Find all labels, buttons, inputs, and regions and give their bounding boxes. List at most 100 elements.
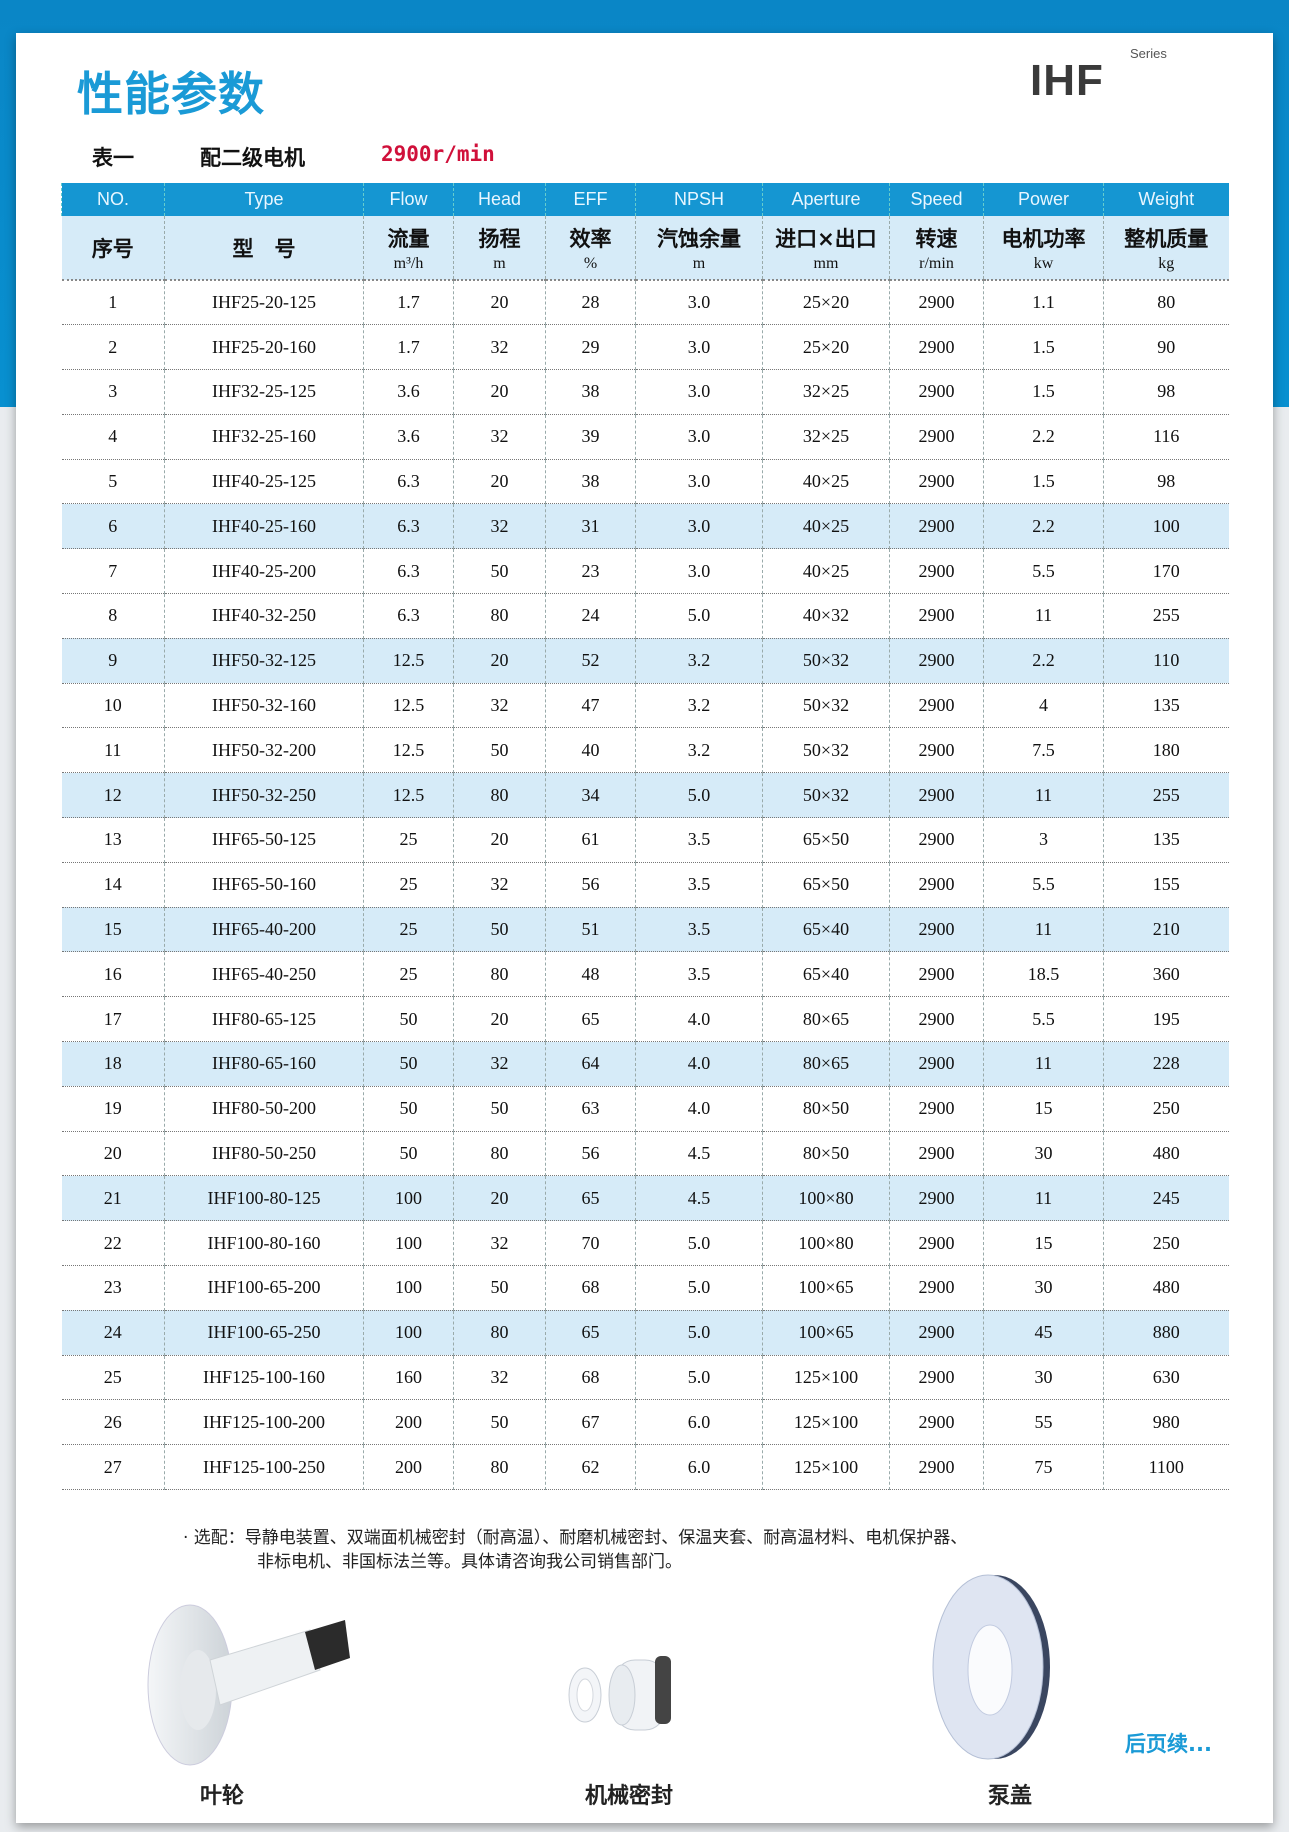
cell-power: 5.5	[983, 862, 1104, 908]
cell-head: 50	[453, 727, 546, 774]
header-cn-label: 汽蚀余量	[657, 226, 741, 251]
cell-speed: 2900	[889, 459, 984, 505]
cell-npsh: 3.5	[635, 817, 763, 863]
cell-head: 50	[453, 1086, 546, 1132]
cell-no: 14	[61, 862, 165, 908]
cell-flow: 1.7	[363, 324, 454, 371]
cell-npsh: 5.0	[635, 1265, 763, 1311]
header-unit: r/min	[919, 254, 954, 272]
cell-flow: 3.6	[363, 369, 454, 415]
cell-power: 1.5	[983, 369, 1104, 415]
header-cn-label: 扬程	[478, 226, 521, 251]
performance-table: NO. Type Flow Head EFF NPSH Aperture Speed Power…	[61, 183, 1229, 1491]
table-row: 16 IHF65-40-250 25 80 48 3.5 65×40 2900 18.5 360	[61, 951, 1229, 998]
cell-head: 32	[453, 324, 546, 371]
cell-flow: 1.7	[363, 280, 454, 326]
cell-head: 32	[453, 1355, 546, 1401]
cell-head: 80	[453, 951, 546, 998]
header-cn-label: 转速	[915, 226, 958, 251]
cell-flow: 100	[363, 1310, 454, 1356]
cell-no: 12	[61, 772, 165, 819]
cell-weight: 630	[1103, 1355, 1229, 1401]
cell-npsh: 5.0	[635, 772, 763, 819]
cell-head: 20	[453, 638, 546, 684]
cell-aperture: 25×20	[762, 280, 890, 326]
mechanical-seal-image	[568, 1656, 671, 1731]
cell-no: 15	[61, 907, 165, 953]
header-en-0: NO.	[61, 183, 165, 216]
cell-speed: 2900	[889, 1131, 984, 1177]
cell-type: IHF100-65-200	[164, 1265, 364, 1311]
header-en-7: Speed	[889, 183, 984, 216]
cell-type: IHF125-100-250	[164, 1444, 364, 1491]
speed-label: 2900r/min	[381, 142, 495, 166]
cell-weight: 980	[1103, 1399, 1229, 1446]
cell-no: 27	[61, 1444, 165, 1491]
cell-flow: 25	[363, 951, 454, 998]
table-row: 17 IHF80-65-125 50 20 65 4.0 80×65 2900 5.5 195	[61, 996, 1229, 1043]
cell-no: 4	[61, 414, 165, 460]
cell-flow: 50	[363, 1131, 454, 1177]
cell-flow: 6.3	[363, 593, 454, 639]
header-cn-2: 流量 m³/h	[363, 216, 454, 281]
part-label-cover: 泵盖	[988, 1784, 1033, 1809]
cell-npsh: 3.5	[635, 951, 763, 998]
cell-eff: 63	[545, 1086, 636, 1132]
pump-cover-image	[932, 1574, 1050, 1760]
cell-aperture: 50×32	[762, 683, 890, 729]
cell-aperture: 65×40	[762, 907, 890, 953]
cell-power: 18.5	[983, 951, 1104, 998]
cell-head: 80	[453, 1444, 546, 1491]
cell-speed: 2900	[889, 1086, 984, 1132]
cell-eff: 56	[545, 862, 636, 908]
cell-weight: 135	[1103, 683, 1229, 729]
cell-npsh: 3.0	[635, 414, 763, 460]
cell-head: 32	[453, 1041, 546, 1087]
cell-type: IHF65-40-200	[164, 907, 364, 953]
cell-power: 4	[983, 683, 1104, 729]
table-row: 15 IHF65-40-200 25 50 51 3.5 65×40 2900 11 210	[61, 907, 1229, 953]
cell-type: IHF40-32-250	[164, 593, 364, 639]
cell-weight: 180	[1103, 727, 1229, 774]
cell-head: 80	[453, 593, 546, 639]
cell-aperture: 32×25	[762, 369, 890, 415]
cell-no: 7	[61, 548, 165, 595]
cell-power: 7.5	[983, 727, 1104, 774]
table-row: 4 IHF32-25-160 3.6 32 39 3.0 32×25 2900 2.2 116	[61, 414, 1229, 460]
part-label-seal: 机械密封	[585, 1784, 674, 1809]
cell-npsh: 3.0	[635, 280, 763, 326]
part-label-impeller: 叶轮	[200, 1784, 245, 1809]
cell-npsh: 3.0	[635, 503, 763, 550]
cell-head: 50	[453, 907, 546, 953]
cell-aperture: 40×32	[762, 593, 890, 639]
cell-head: 20	[453, 459, 546, 505]
cell-npsh: 3.2	[635, 727, 763, 774]
cell-eff: 68	[545, 1355, 636, 1401]
cell-eff: 38	[545, 369, 636, 415]
header-en-1: Type	[164, 183, 364, 216]
cell-weight: 250	[1103, 1220, 1229, 1267]
cell-weight: 195	[1103, 996, 1229, 1043]
table-row: 8 IHF40-32-250 6.3 80 24 5.0 40×32 2900 11 255	[61, 593, 1229, 639]
header-cn-3: 扬程 m	[453, 216, 546, 281]
table-row: 26 IHF125-100-200 200 50 67 6.0 125×100 2900 55 9…	[61, 1399, 1229, 1446]
cell-npsh: 5.0	[635, 1310, 763, 1356]
cell-no: 8	[61, 593, 165, 639]
cell-weight: 480	[1103, 1131, 1229, 1177]
header-unit: m	[493, 254, 506, 272]
cell-type: IHF50-32-250	[164, 772, 364, 819]
cell-eff: 24	[545, 593, 636, 639]
cell-npsh: 4.5	[635, 1175, 763, 1222]
cell-power: 75	[983, 1444, 1104, 1491]
header-cn-label: 电机功率	[1001, 226, 1086, 251]
cell-weight: 80	[1103, 280, 1229, 326]
header-en-2: Flow	[363, 183, 454, 216]
header-unit: m	[692, 254, 706, 272]
cell-head: 20	[453, 280, 546, 326]
cell-head: 32	[453, 503, 546, 550]
cell-head: 50	[453, 1265, 546, 1311]
cell-no: 25	[61, 1355, 165, 1401]
header-cn-0: 序号	[61, 216, 165, 281]
header-row-english: NO. Type Flow Head EFF NPSH Aperture Speed Power…	[61, 183, 1229, 216]
cell-aperture: 80×65	[762, 996, 890, 1043]
